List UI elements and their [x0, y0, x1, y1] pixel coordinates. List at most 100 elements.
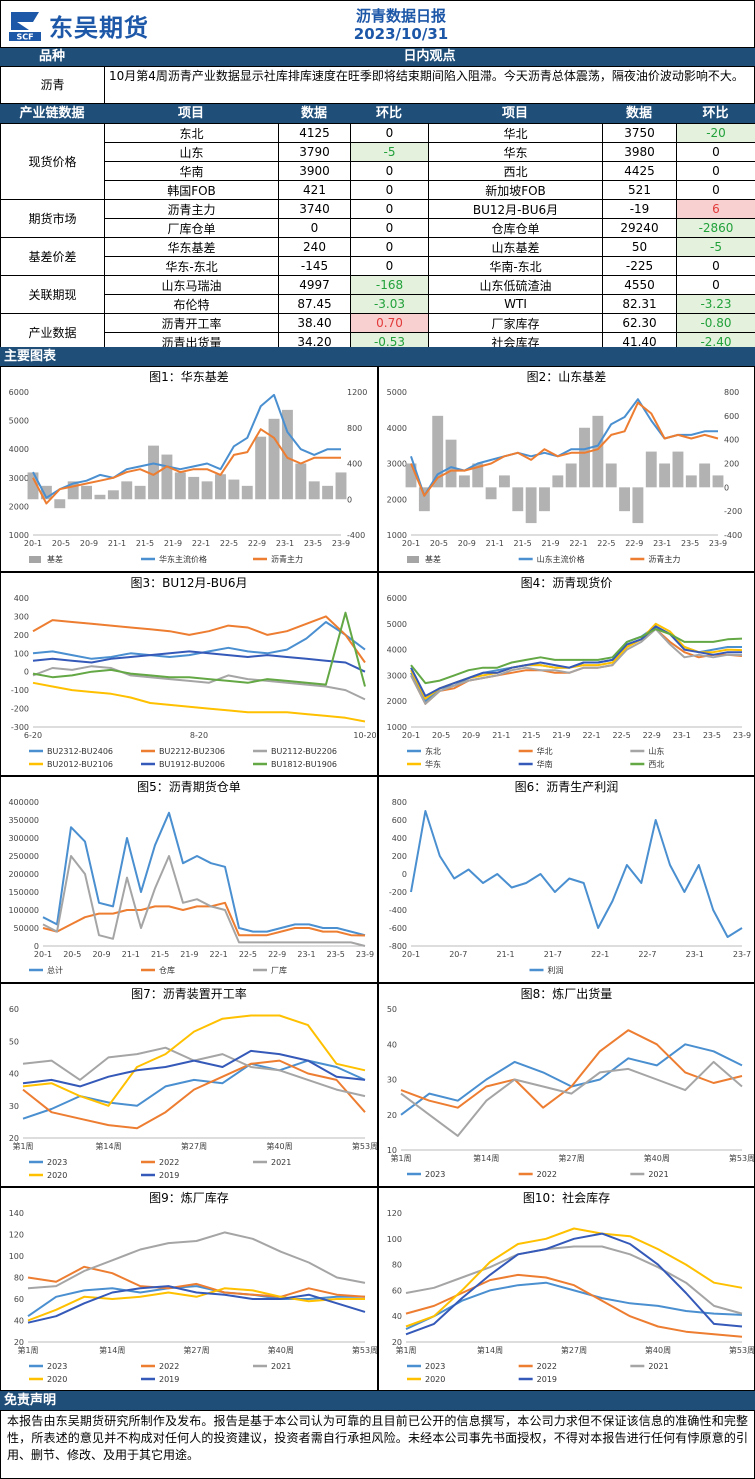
table-row: 山东 3790 -5 华东 3980 0 [1, 142, 755, 162]
y2-tick-label: -200 [724, 507, 742, 516]
series-line [32, 611, 366, 687]
y-tick-label: 60 [9, 1005, 19, 1014]
legend-label: 华东主流价格 [159, 554, 207, 564]
y2-tick-label: 0 [347, 495, 352, 504]
y-tick-label: 300000 [8, 834, 39, 843]
legend-label: BU1912-BU2006 [159, 760, 225, 769]
series-line [32, 681, 366, 723]
y-tick-label: 2000 [387, 697, 407, 706]
item-value: 87.45 [278, 294, 351, 314]
legend-label: 沥青主力 [271, 554, 303, 564]
x-tick-label: 20-1 [402, 950, 420, 959]
chart-title: 图8：炼厂出货量 [520, 987, 613, 1001]
y-tick-label: 400 [392, 834, 407, 843]
basis-bar [405, 463, 417, 488]
x-tick-label: 第14周 [99, 1345, 125, 1355]
chart-panel: 图1：华东基差 6000 5000 4000 3000 2000 1000 1200 800 40… [0, 366, 378, 572]
legend-label: 2019 [159, 1375, 179, 1384]
legend-label: 2023 [47, 1158, 67, 1167]
x-tick-label: 22-9 [268, 950, 286, 959]
basis-bar [335, 472, 347, 500]
x-tick-label: 21-9 [180, 950, 198, 959]
item-name: 山东马瑞油 [104, 275, 279, 295]
item-change: -5 [350, 142, 429, 162]
y-tick-label: 0 [24, 668, 29, 677]
item-value: 3790 [278, 142, 351, 162]
x-tick-label: 第27周 [181, 1141, 207, 1151]
item-name: 山东基差 [428, 237, 603, 257]
legend-label: BU2112-BU2206 [271, 747, 337, 756]
x-tick-label: 23-1 [686, 950, 704, 959]
y-tick-label: 140 [9, 1209, 24, 1218]
x-tick-label: 第53周 [729, 1153, 754, 1163]
industry-data-table: 现货价格 东北 4125 0 华北 3750 -20 山东 3790 -5 华东 3980 0 华南 390… [0, 123, 755, 352]
y-tick-label: 50 [387, 1005, 397, 1014]
basis-bar [40, 485, 52, 500]
series-line [405, 1273, 743, 1338]
x-tick-label: 22-5 [597, 539, 615, 548]
x-tick-label: 23-5 [327, 950, 345, 959]
item-name: 沥青主力 [104, 199, 279, 219]
series-line [410, 625, 742, 703]
item-name: 厂家库存 [428, 313, 603, 333]
table-row: 厂库仓单 0 0 仓库仓单 29240 -2860 [1, 218, 755, 238]
item-value: 82.31 [602, 294, 677, 314]
legend-label: 总计 [47, 965, 63, 975]
item-name: 山东 [104, 142, 279, 162]
basis-bar [619, 487, 631, 512]
x-tick-label: 20-9 [458, 539, 476, 548]
y-tick-label: 5000 [9, 417, 29, 426]
item-name: 厂库仓单 [104, 218, 279, 238]
x-tick-label: 21-1 [108, 539, 126, 548]
x-tick-label: 22-5 [239, 950, 257, 959]
x-tick-label: 20-1 [34, 950, 52, 959]
legend-label: 东北 [425, 746, 441, 756]
series-line [27, 1285, 365, 1318]
y-tick-label: 120 [387, 1209, 402, 1218]
item-value: -145 [278, 256, 351, 276]
y-tick-label: -800 [389, 942, 407, 951]
x-tick-label: 22-5 [220, 539, 238, 548]
y-tick-label: 5000 [387, 620, 407, 629]
item-change: 0 [676, 142, 755, 162]
item-name: 华南 [104, 161, 279, 181]
x-tick-label: 第27周 [558, 1153, 584, 1163]
legend-label: 2020 [425, 1375, 445, 1384]
item-value: 4550 [602, 275, 677, 295]
legend-label: 基差 [47, 554, 63, 564]
y-tick-label: 10 [387, 1146, 397, 1155]
x-tick-label: 20-5 [52, 539, 70, 548]
basis-bar [552, 475, 564, 488]
series-line [42, 855, 366, 947]
logo-abbr: SCF [16, 33, 33, 42]
view-header-bar: 品种 日内观点 [0, 48, 755, 66]
charts-grid: 图1：华东基差 6000 5000 4000 3000 2000 1000 1200 800 40… [0, 366, 755, 1391]
legend-swatch [29, 556, 41, 563]
series-line [22, 1059, 366, 1130]
x-tick-label: 23-5 [681, 539, 699, 548]
x-tick-label: 第40周 [645, 1345, 671, 1355]
chart-panel: 图9：炼厂库存 140 120 100 80 60 40 20 第1周 第14周 第27周 第40周 第… [0, 1187, 378, 1391]
x-tick-label: 21-5 [514, 539, 532, 548]
x-tick-label: 22-7 [638, 950, 656, 959]
series-line [27, 1231, 366, 1290]
y-tick-label: 100 [9, 1252, 24, 1261]
chart-title: 图3：BU12月-BU6月 [130, 576, 248, 590]
x-tick-label: 23-1 [673, 731, 691, 740]
basis-bar [215, 474, 226, 500]
basis-bar [148, 445, 159, 500]
x-tick-label: 21-1 [486, 539, 504, 548]
y2-tick-label: 400 [347, 460, 362, 469]
y-tick-label: 40 [14, 1317, 24, 1326]
y-tick-label: 300 [14, 612, 29, 621]
item-value: -19 [602, 199, 677, 219]
item-change: 0 [676, 275, 755, 295]
x-tick-label: 20-5 [430, 539, 448, 548]
legend-label: BU2012-BU2106 [47, 760, 113, 769]
x-tick-label: 23-1 [297, 950, 315, 959]
x-tick-label: 第1周 [12, 1141, 33, 1151]
x-tick-label: 23-9 [709, 539, 727, 548]
